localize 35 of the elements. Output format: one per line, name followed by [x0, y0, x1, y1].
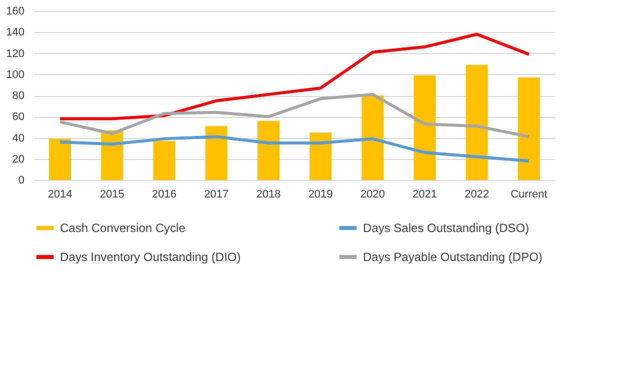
x-tick-label: 2014 [48, 188, 72, 200]
x-tick-label: 2019 [308, 188, 333, 200]
line-series [58, 32, 530, 120]
bar [362, 96, 384, 180]
bar [257, 120, 280, 180]
line-series [58, 92, 530, 138]
y-tick-label: 160 [6, 6, 24, 18]
x-tick-label: 2018 [256, 188, 281, 200]
bar [49, 138, 72, 180]
x-tick-label: 2016 [152, 188, 176, 200]
bar [153, 140, 176, 180]
y-tick-label: 20 [12, 153, 24, 166]
bar [518, 78, 540, 180]
y-tick-label: 120 [6, 48, 24, 60]
legend-label: Days Inventory Outstanding (DIO) [60, 250, 241, 264]
legend-label: Cash Conversion Cycle [60, 221, 186, 235]
x-tick-label: 2017 [204, 188, 229, 200]
bar [310, 132, 332, 180]
y-tick-label: 0 [18, 174, 24, 186]
x-tick-label: 2020 [360, 188, 385, 200]
x-tick-label: Current [510, 188, 548, 200]
y-tick-label: 100 [6, 68, 24, 81]
x-tick-label: 2022 [464, 188, 490, 200]
legend-label: Days Payable Outstanding (DPO) [363, 250, 542, 264]
bar [205, 126, 228, 180]
y-tick-label: 40 [12, 132, 24, 144]
y-tick-label: 80 [12, 90, 24, 102]
legend-label: Days Sales Outstanding (DSO) [363, 221, 530, 235]
x-tick-label: 2015 [100, 188, 124, 200]
y-tick-label: 140 [6, 26, 24, 39]
bar [414, 75, 436, 180]
bar [466, 64, 488, 180]
x-tick-label: 2021 [412, 188, 437, 200]
line-series [58, 135, 530, 162]
y-tick-label: 60 [12, 111, 24, 124]
